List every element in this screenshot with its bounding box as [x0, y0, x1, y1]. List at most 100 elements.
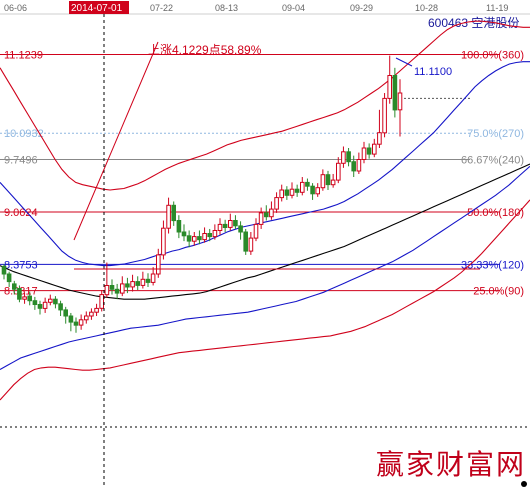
- overlay-series-2: [0, 165, 530, 370]
- date-tick-7: 11-19: [486, 3, 508, 13]
- candle: [294, 184, 300, 197]
- candle: [166, 197, 171, 234]
- candle: [372, 138, 377, 158]
- candle: [222, 219, 228, 232]
- candle: [181, 224, 187, 242]
- candle: [109, 279, 115, 295]
- candle: [269, 201, 274, 220]
- candle: [320, 169, 326, 191]
- candle: [310, 183, 315, 200]
- fib-levels: 11.1239 100.0%(360) 10.0932 75.0%(270) 9.749…: [0, 50, 524, 298]
- candle: [99, 290, 105, 312]
- candle: [135, 276, 140, 291]
- candle: [58, 300, 63, 316]
- candle: [161, 220, 166, 260]
- fib-price-0: 11.1239: [4, 50, 43, 62]
- fib-percent-1: 75.0%(270): [467, 128, 524, 140]
- date-axis: 06-06 2014-07-01 07-22 08-13 09-04 09-29…: [0, 0, 530, 15]
- candle: [212, 224, 218, 240]
- fib-price-2: 9.7496: [4, 154, 38, 166]
- candle: [27, 291, 32, 306]
- candle: [330, 173, 336, 188]
- date-tick-4: 09-04: [282, 3, 305, 13]
- fib-percent-2: 66.67%(240): [461, 154, 524, 166]
- stock-title: 600463 空港股份: [428, 16, 519, 30]
- candle: [305, 178, 310, 191]
- candle: [12, 280, 17, 295]
- candle: [300, 177, 305, 196]
- candle: [238, 221, 243, 240]
- date-tick-5: 09-29: [350, 3, 373, 13]
- fib-price-1: 10.0932: [4, 128, 44, 140]
- candle: [186, 230, 192, 248]
- candle: [248, 232, 254, 255]
- candle: [192, 232, 197, 246]
- candle: [53, 296, 58, 309]
- high-pointer: [395, 57, 413, 67]
- candle: [382, 93, 387, 138]
- overlay-series-4: [0, 199, 530, 401]
- candle: [17, 285, 22, 303]
- candle: [1, 264, 7, 280]
- candle: [73, 317, 79, 333]
- candle: [37, 300, 43, 315]
- candle: [336, 157, 341, 184]
- candle: [279, 184, 284, 202]
- candle: [202, 227, 207, 243]
- candle: [366, 143, 372, 159]
- candle: [48, 294, 53, 306]
- candle: [6, 271, 12, 287]
- overlay-series-3: [0, 20, 530, 191]
- overlay-series-1: [0, 61, 530, 267]
- candle: [94, 303, 99, 316]
- overlay-series-0: [0, 163, 530, 300]
- candle: [171, 201, 176, 226]
- candle: [176, 215, 182, 239]
- date-tick-3: 08-13: [215, 3, 238, 13]
- candle: [84, 311, 89, 324]
- fib-price-4: 8.3753: [4, 259, 38, 271]
- fib-percent-3: 50.0%(180): [467, 207, 524, 219]
- candle: [392, 67, 398, 118]
- selected-date-bg: [69, 1, 129, 14]
- candle: [258, 207, 264, 229]
- date-tick-6: 10-28: [415, 3, 438, 13]
- candle: [32, 296, 38, 310]
- candle: [140, 271, 146, 289]
- candle: [341, 146, 346, 168]
- candle: [130, 274, 135, 292]
- candle: [397, 79, 403, 137]
- watermark-dot: [521, 481, 527, 487]
- overlay-lines: [0, 20, 530, 401]
- candle: [63, 306, 69, 324]
- candle: [150, 267, 156, 286]
- fib-percent-0: 100.0%(360): [461, 50, 524, 62]
- high-annotation: 11.1100: [414, 66, 452, 78]
- candle: [377, 109, 382, 148]
- candle: [114, 283, 120, 300]
- candle: [42, 297, 48, 313]
- candle: [78, 314, 84, 330]
- fib-percent-5: 25.0%(90): [473, 286, 524, 298]
- candle: [284, 186, 290, 200]
- candle: [387, 55, 392, 104]
- candle: [233, 215, 238, 229]
- candle: [361, 141, 367, 164]
- candle: [325, 170, 331, 190]
- candle: [104, 262, 110, 298]
- candle: [145, 273, 151, 287]
- candle: [356, 152, 362, 174]
- candle: [68, 312, 74, 332]
- candle: [253, 218, 259, 242]
- fib-price-3: 9.0624: [4, 207, 38, 219]
- rise-line: [73, 41, 159, 241]
- date-tick-0: 06-06: [4, 3, 27, 13]
- candle: [346, 148, 351, 167]
- candle: [156, 248, 161, 278]
- candle: [243, 228, 248, 255]
- fib-percent-4: 33.33%(120): [461, 259, 524, 271]
- watermark: 赢家财富网: [376, 448, 526, 481]
- candle: [22, 293, 27, 304]
- candle: [274, 192, 279, 213]
